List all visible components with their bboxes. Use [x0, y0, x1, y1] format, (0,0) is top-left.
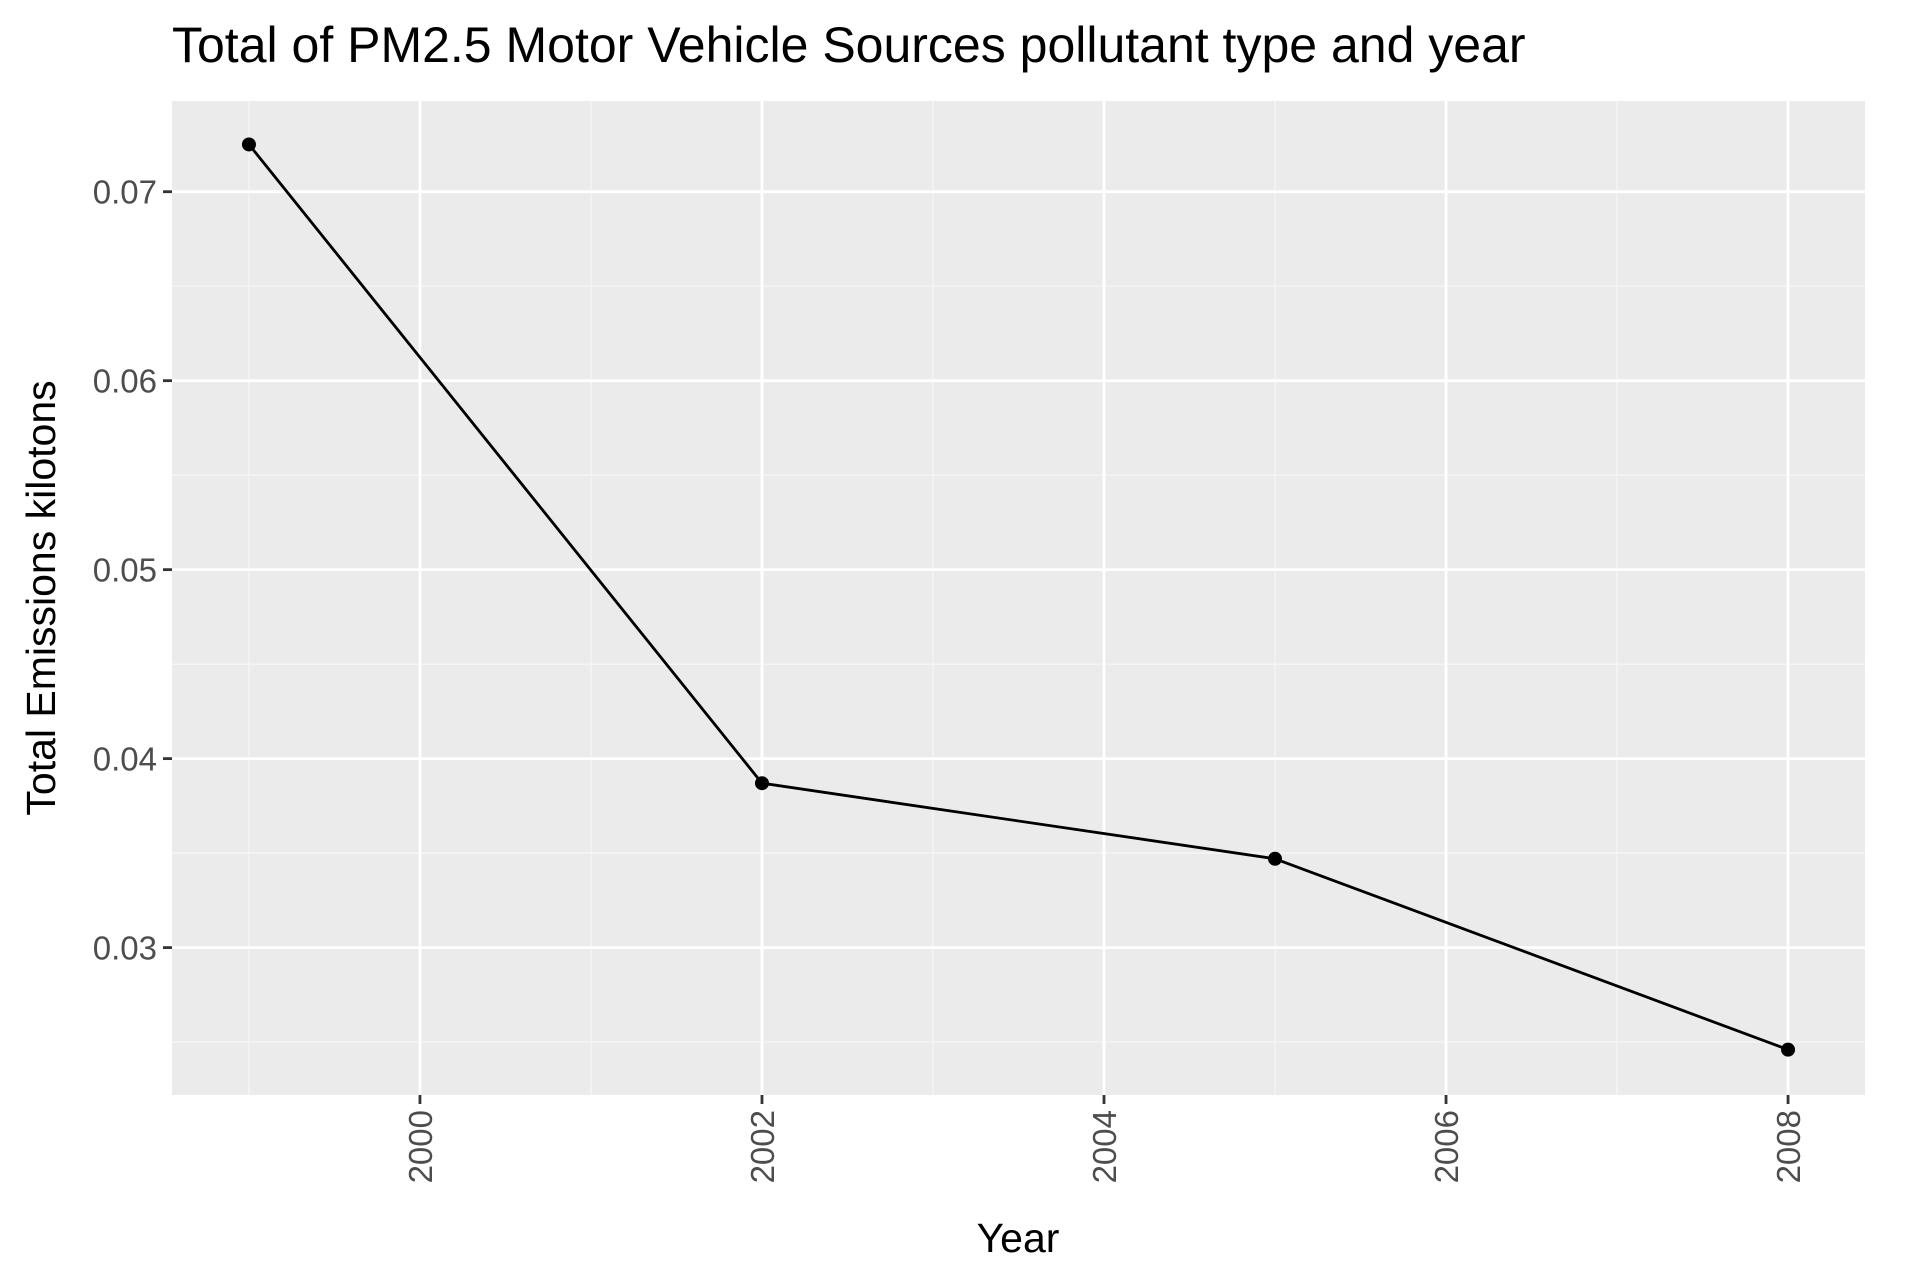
y-tick-label: 0.04: [93, 741, 157, 778]
x-tick-label: 2000: [402, 1110, 439, 1183]
series-layer: [241, 137, 1796, 1057]
x-tick-label: 2002: [744, 1110, 781, 1183]
minor-gridlines: [172, 101, 1865, 1095]
x-tick-label: 2006: [1428, 1110, 1465, 1183]
y-tick-label: 0.06: [93, 363, 157, 400]
y-tick-label: 0.07: [93, 174, 157, 211]
x-axis-title: Year: [977, 1215, 1060, 1261]
y-axis: 0.03 0.04 0.05 0.06 0.07: [93, 174, 172, 967]
x-axis: 2000 2002 2004 2006 2008: [402, 1095, 1807, 1183]
data-point: [1781, 1042, 1796, 1057]
y-tick-label: 0.05: [93, 552, 157, 589]
chart-title: Total of PM2.5 Motor Vehicle Sources pol…: [172, 17, 1526, 73]
series-line: [247, 143, 1789, 1051]
data-point: [754, 776, 769, 791]
major-gridlines: [172, 101, 1865, 1095]
data-point: [1268, 851, 1283, 866]
y-axis-title: Total Emissions kilotons: [18, 380, 64, 815]
x-tick-label: 2008: [1770, 1110, 1807, 1183]
data-point: [241, 137, 256, 152]
x-tick-label: 2004: [1086, 1110, 1123, 1183]
plot-panel: [172, 101, 1865, 1095]
y-tick-label: 0.03: [93, 930, 157, 967]
